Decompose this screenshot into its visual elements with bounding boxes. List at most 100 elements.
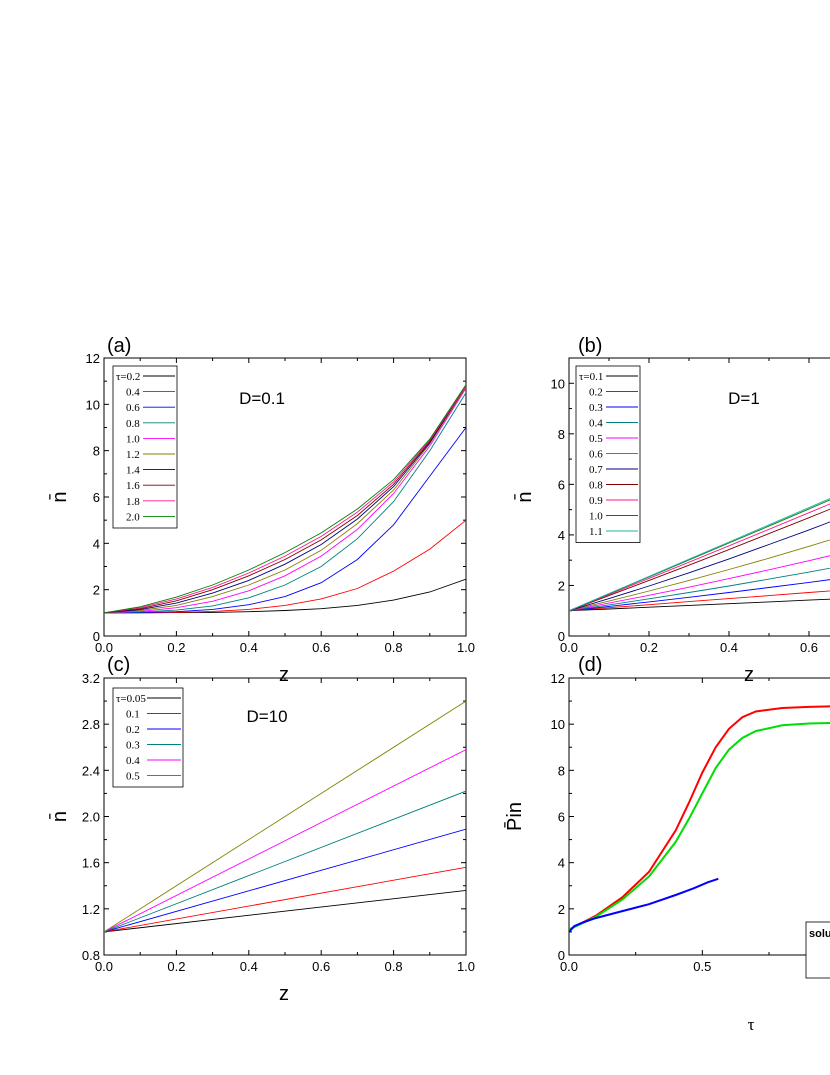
series-line-0.4: [104, 519, 466, 614]
series-line-s2: [569, 877, 719, 933]
panel-label: (c): [107, 654, 130, 676]
series-line-0.7: [569, 521, 830, 612]
legend-box: [112, 365, 178, 529]
x-tick-label: 0.8: [385, 640, 403, 655]
y-tick-label: 4: [558, 528, 565, 543]
series-line-1.2: [104, 386, 466, 614]
x-tick-label: 0.0: [560, 640, 578, 655]
y-tick-label: 3.2: [82, 671, 100, 686]
legend-box: [575, 365, 641, 543]
panel-b: 0.0 0.2 0.4 0.6 0 2 4 6 8 10 (b) D=1 z n̄ τ=0.1 0.2 0.3 0…: [513, 335, 830, 686]
legend-label: 1.4: [126, 465, 140, 477]
legend-label: 0.4: [126, 755, 140, 767]
legend-label: τ=0.1: [579, 371, 603, 383]
x-tick-label: 0.4: [240, 959, 258, 974]
y-tick-label: 10: [86, 397, 100, 412]
x-tick-label: 0.0: [95, 959, 113, 974]
y-tick-label: 0.8: [82, 948, 100, 963]
legend-label: 1.0: [126, 433, 140, 445]
y-tick-label: 2: [93, 583, 100, 598]
y-tick-label: 2: [558, 578, 565, 593]
y-axis-label: P̄in: [503, 802, 526, 831]
legend-label: 1.0: [589, 511, 603, 523]
x-tick-label: 0.8: [385, 959, 403, 974]
series-line-1.4: [104, 385, 466, 614]
series-line-1.1: [569, 497, 830, 612]
x-axis-label: τ: [748, 1015, 755, 1034]
legend-label: 0.4: [589, 418, 603, 430]
y-tick-label: 4: [558, 856, 565, 871]
series-line-0.9: [569, 503, 830, 612]
legend-box: [805, 921, 830, 979]
x-tick-label: 0.5: [693, 959, 711, 974]
panel-label: (d): [578, 654, 602, 676]
legend-label: 0.3: [589, 402, 603, 414]
series-line-0.2: [104, 828, 466, 933]
series-line-0.4: [104, 749, 466, 933]
plot-frame: [568, 677, 830, 956]
legend-label: 0.2: [126, 724, 140, 736]
series-line-0.8: [569, 508, 830, 612]
y-tick-label: 12: [551, 671, 565, 686]
series-line-0.5: [569, 555, 830, 612]
series-line-0.2: [569, 590, 830, 612]
legend-label: 0.5: [589, 433, 603, 445]
series-line-0.4: [569, 567, 830, 612]
legend-label: 0.9: [589, 495, 603, 507]
legend-label: 0.2: [589, 387, 603, 399]
series-line-0.05: [104, 889, 466, 933]
legend-label: τ=0.05: [116, 693, 146, 705]
legend-label: 0.7: [589, 464, 603, 476]
y-tick-label: 0: [558, 948, 565, 963]
legend-label: 0.8: [589, 480, 603, 492]
x-tick-label: 0.6: [312, 640, 330, 655]
legend-label: 2.0: [126, 511, 140, 523]
y-tick-label: 4: [93, 536, 100, 551]
x-tick-label: 0.4: [720, 640, 738, 655]
y-tick-label: 6: [558, 477, 565, 492]
x-axis-label: z: [279, 983, 289, 1005]
y-axis-label: n̄: [48, 811, 71, 822]
series-line-0.6: [104, 427, 466, 614]
series-line-0.6: [569, 539, 830, 612]
y-tick-label: 6: [93, 490, 100, 505]
y-tick-label: 6: [558, 810, 565, 825]
series-line-2.0: [104, 384, 466, 614]
annotation: D=1: [728, 389, 760, 408]
panel-c: 0.0 0.2 0.4 0.6 0.8 1.0 0.8 1.2 1.6 2.0 2.4 2.8 3.2 (…: [48, 654, 475, 1005]
x-tick-label: 0.2: [167, 959, 185, 974]
y-tick-label: 0: [558, 629, 565, 644]
series-line-0.8: [104, 392, 466, 614]
y-tick-label: 8: [93, 444, 100, 459]
y-axis-label: n̄: [48, 491, 71, 502]
legend-label: 1.8: [126, 496, 140, 508]
series-line-0.3: [104, 790, 466, 933]
annotation: D=0.1: [239, 389, 285, 408]
y-tick-label: 2: [558, 902, 565, 917]
legend-text: solu: [809, 928, 830, 940]
y-tick-label: 10: [551, 717, 565, 732]
y-tick-label: 2.8: [82, 717, 100, 732]
series-line-1.8: [104, 385, 466, 614]
y-tick-label: 10: [551, 376, 565, 391]
legend-label: 0.5: [126, 771, 140, 783]
panel-label: (a): [107, 335, 131, 357]
x-tick-label: 1.0: [457, 640, 475, 655]
legend-label: 0.6: [589, 449, 603, 461]
x-axis-label: z: [279, 664, 289, 686]
y-tick-label: 12: [86, 351, 100, 366]
y-tick-label: 0: [93, 629, 100, 644]
series-group: [104, 700, 466, 933]
legend-box: [112, 687, 184, 788]
series-line-0.3: [569, 579, 830, 612]
y-tick-label: 1.2: [82, 902, 100, 917]
legend-label: 0.6: [126, 402, 140, 414]
legend-label: 0.1: [126, 709, 140, 721]
series-line-s1: [569, 721, 830, 931]
x-tick-label: 0.6: [312, 959, 330, 974]
x-axis-label: z: [744, 664, 754, 686]
y-tick-label: 2.4: [82, 763, 100, 778]
x-tick-label: 0.0: [95, 640, 113, 655]
